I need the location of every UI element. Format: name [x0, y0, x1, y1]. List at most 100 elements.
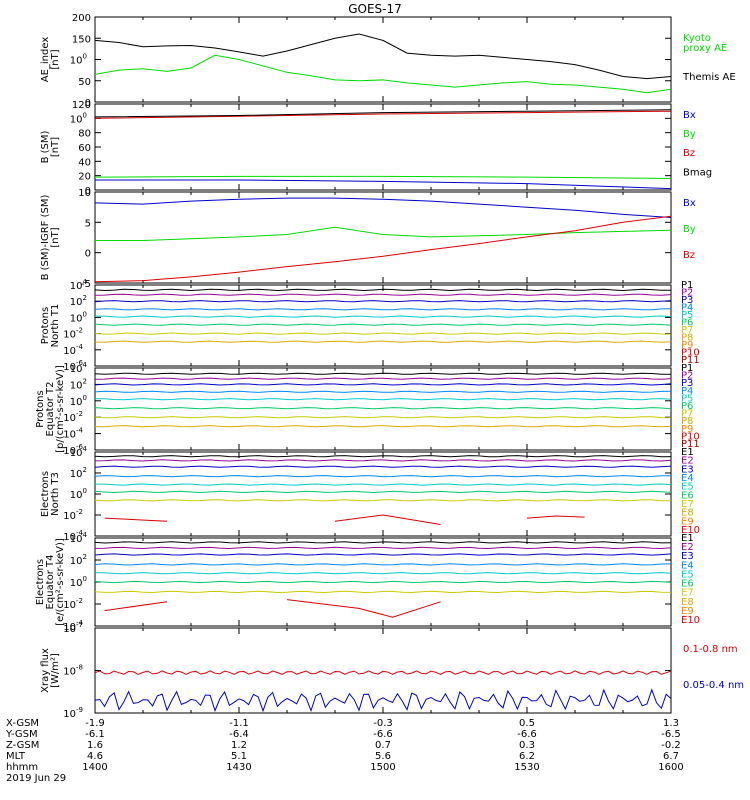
y-axis-label: Equator T2	[45, 382, 56, 437]
x-axis-value: 1600	[658, 762, 683, 773]
y-tick-label: 100	[70, 310, 87, 324]
flux-fragment	[526, 515, 585, 519]
legend-entry: Bz	[683, 250, 695, 261]
legend-entry: E1	[681, 533, 694, 544]
flux-band	[94, 455, 672, 458]
legend-entry: P2	[681, 371, 693, 382]
y-axis-label: [W/m²]	[50, 653, 61, 688]
y-axis-label: Xray flux	[40, 648, 51, 693]
x-axis-value: 6.7	[663, 751, 679, 762]
x-axis-row-label: Z-GSM	[6, 740, 39, 751]
flux-band	[94, 590, 672, 594]
plot-date: 2019 Jun 29	[6, 773, 66, 784]
legend-entry: P8	[681, 416, 693, 427]
legend-entry: Bmag	[683, 167, 712, 178]
x-axis-value: -6.5	[661, 729, 681, 740]
y-tick-label: 5	[85, 218, 91, 229]
legend-entry: E4	[681, 473, 694, 484]
flux-band	[94, 377, 672, 380]
y-tick-label: 10-7	[63, 621, 83, 635]
y-tick-label: 10-2	[63, 508, 83, 522]
y-tick-label: 20	[78, 172, 91, 183]
chart-title: GOES-17	[348, 2, 402, 16]
series-line-by	[94, 175, 672, 179]
legend-entry: P4	[681, 386, 693, 397]
panel-bigrf: -5 0 5 10 B (SM)-IGRF (SM) [nT] Bx By Bz	[40, 188, 696, 290]
legend-entry: E3	[681, 464, 694, 475]
y-tick-label: 10-2	[63, 597, 83, 611]
x-axis-value: -6.6	[517, 729, 537, 740]
flux-band	[95, 398, 672, 401]
flux-band	[95, 572, 672, 575]
y-tick-label: 100	[70, 53, 87, 67]
legend-entry: Bz	[683, 148, 695, 159]
y-axis-label: Equator T4	[45, 555, 56, 610]
x-axis-value: 0.3	[519, 740, 535, 751]
legend-entry: By	[683, 224, 696, 235]
legend-entry: Themis AE	[682, 72, 736, 83]
y-tick-label: 102	[70, 466, 87, 480]
flux-band	[94, 340, 672, 343]
x-axis-value: 0.5	[519, 718, 535, 729]
flux-fragment	[286, 599, 441, 618]
series-line-bz	[94, 110, 672, 119]
x-axis-value: -6.6	[373, 729, 393, 740]
legend-entry: 0.05-0.4 nm	[683, 680, 744, 691]
legend-entry: E10	[681, 615, 700, 626]
legend-entry: P10	[681, 348, 700, 359]
y-tick-label: 40	[78, 157, 91, 168]
y-tick-label: 10-9	[63, 706, 83, 720]
y-tick-label: 0	[85, 98, 91, 109]
flux-band	[94, 293, 672, 296]
flux-band	[94, 465, 672, 468]
series-line-bx	[94, 197, 672, 218]
y-tick-label: 0	[85, 249, 91, 260]
y-tick-label: 50	[78, 77, 91, 88]
y-tick-label: 102	[70, 553, 87, 567]
flux-band	[94, 383, 672, 386]
legend-entry: P6	[681, 401, 693, 412]
flux-band	[94, 553, 672, 556]
flux-band	[94, 425, 672, 428]
legend-entry: E1	[681, 447, 694, 458]
legend-entry: P6	[681, 318, 693, 329]
legend-entry: P11	[681, 355, 700, 366]
y-axis-label: Protons	[35, 390, 46, 427]
x-axis-value: -1.9	[85, 718, 105, 729]
legend-entry: P11	[681, 439, 700, 450]
series-line-bmag	[94, 109, 672, 118]
y-tick-label: 150	[72, 34, 91, 45]
legend-entry: P7	[681, 325, 693, 336]
x-axis-value: -0.2	[661, 740, 681, 751]
y-axis-label: B (SM)-IGRF (SM)	[40, 195, 51, 281]
y-tick-label: 10-2	[63, 327, 83, 341]
legend-entry: E9	[681, 606, 694, 617]
legend-entry: Bx	[683, 110, 696, 121]
y-axis-label: North T3	[50, 472, 61, 516]
y-tick-label: 0	[85, 186, 91, 197]
x-axis-value: 1.2	[231, 740, 247, 751]
legend-entry: E6	[681, 579, 694, 590]
legend-entry: E7	[681, 499, 694, 510]
y-tick-label: 100	[70, 487, 87, 501]
y-tick-label: 104	[70, 361, 88, 375]
flux-band	[94, 390, 672, 393]
y-axis-label: [nT]	[50, 227, 61, 247]
legend-entry: P8	[681, 333, 693, 344]
flux-band	[94, 300, 672, 303]
flux-band	[94, 407, 672, 410]
x-axis-row-label: hhmm	[6, 762, 38, 773]
x-axis-value: 4.6	[87, 751, 103, 762]
legend-entry: E4	[681, 560, 694, 571]
panel-frame	[94, 451, 672, 537]
legend-entry: P5	[681, 393, 693, 404]
series-line-xray-1	[94, 688, 672, 713]
y-axis-label: [nT]	[50, 137, 61, 157]
legend-entry: P9	[681, 340, 693, 351]
legend-entry: P1	[681, 363, 693, 374]
